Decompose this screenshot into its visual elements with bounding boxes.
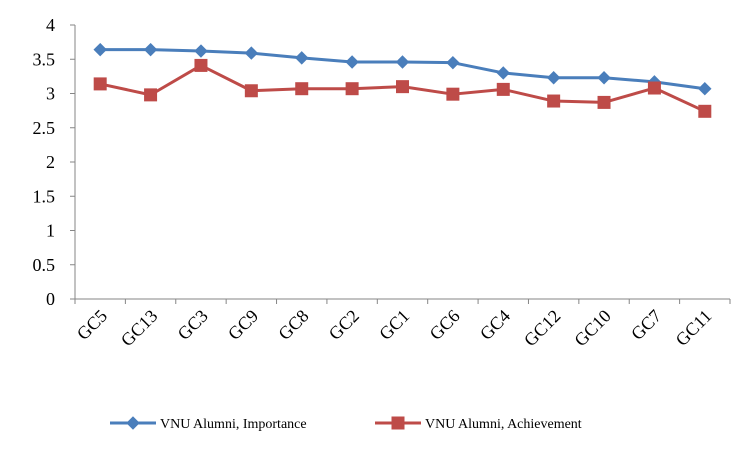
legend-marker	[391, 416, 405, 430]
legend: VNU Alumni, Importance VNU Alumni, Achiev…	[110, 416, 582, 432]
data-point	[446, 87, 460, 101]
data-point	[446, 55, 460, 70]
data-point	[93, 42, 107, 57]
x-tick-label: GC13	[117, 306, 162, 351]
x-tick-label: GC3	[174, 306, 212, 344]
x-tick-label: GC7	[627, 306, 665, 344]
x-tick-label: GC6	[426, 306, 464, 344]
legend-item: VNU Alumni, Achievement	[375, 416, 582, 432]
data-point	[698, 104, 712, 118]
data-point	[244, 84, 258, 98]
series-importance	[93, 42, 712, 96]
data-point	[194, 58, 208, 72]
series-achievement	[93, 58, 712, 118]
data-point	[93, 77, 107, 91]
data-point	[295, 51, 309, 65]
x-tick-label: GC5	[73, 306, 111, 344]
data-point	[597, 71, 611, 85]
data-point	[143, 42, 158, 57]
series-layer	[93, 42, 712, 118]
y-tick-label: 0	[46, 289, 55, 309]
x-tick-label: GC10	[570, 306, 615, 351]
x-tick-label: GC4	[476, 306, 514, 344]
x-tick-label: GC2	[325, 306, 363, 344]
x-tick-label: GC8	[274, 306, 312, 344]
data-point	[396, 80, 409, 94]
data-point	[496, 66, 510, 80]
y-tick-label: 4	[46, 15, 55, 35]
x-tick-label: GC1	[375, 306, 413, 344]
y-tick-label: 1.5	[33, 186, 56, 206]
data-point	[295, 82, 309, 96]
data-point	[496, 82, 510, 96]
data-point	[395, 55, 410, 69]
data-point	[597, 95, 611, 109]
x-tick-label: GC12	[520, 306, 565, 351]
data-point	[547, 94, 561, 108]
data-point	[647, 81, 661, 95]
y-tick-label: 3.5	[33, 49, 56, 69]
x-axis: GC5 GC13 GC3 GC9 GC8 GC2 GC1 GC6 GC4 GC12 GC10 GC7 G…	[73, 298, 731, 351]
legend-item: VNU Alumni, Importance	[110, 416, 307, 432]
x-tick-label: GC11	[672, 306, 716, 350]
data-point	[698, 81, 712, 96]
data-point	[345, 82, 359, 96]
legend-label: VNU Alumni, Achievement	[425, 417, 582, 432]
y-tick-label: 0.5	[33, 255, 56, 275]
legend-label: VNU Alumni, Importance	[160, 417, 307, 432]
data-point	[144, 88, 158, 102]
data-point	[194, 44, 208, 58]
data-point	[345, 55, 359, 69]
legend-marker	[126, 416, 140, 430]
y-tick-label: 1	[46, 221, 55, 241]
x-tick-label: GC9	[224, 306, 262, 344]
y-tick-label: 2	[46, 152, 55, 172]
data-point	[546, 71, 561, 85]
y-axis: 0 0.5 1 1.5 2 2.5 3 3.5 4	[33, 15, 76, 309]
data-point	[244, 46, 259, 60]
y-tick-label: 2.5	[33, 118, 56, 138]
y-tick-label: 3	[46, 84, 55, 104]
